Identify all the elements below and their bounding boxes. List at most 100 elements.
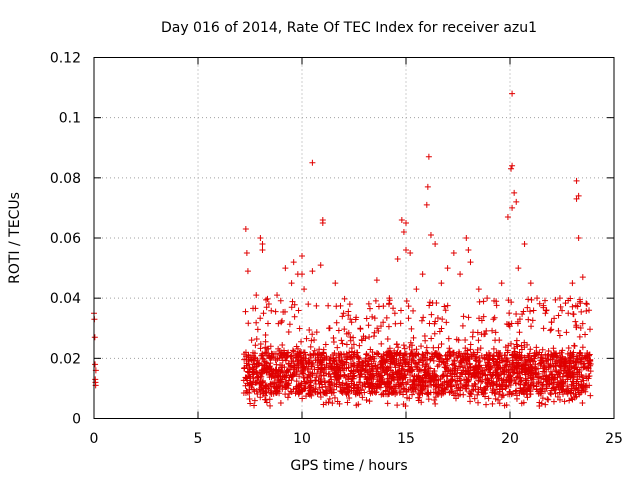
data-point [309,268,316,275]
data-point [484,295,491,302]
data-point [506,321,513,328]
data-point [453,352,460,359]
data-point [585,365,592,372]
data-point [285,349,292,356]
data-point [321,354,328,361]
data-point [540,363,547,370]
data-point [416,391,423,398]
data-point [345,376,352,383]
data-point [418,367,425,374]
data-point [513,387,520,394]
data-point [476,298,483,305]
data-point [353,314,360,321]
data-point [386,386,393,393]
data-point [397,359,404,366]
data-point [269,370,276,377]
data-point [552,296,559,303]
data-point [424,183,431,190]
data-point [471,364,478,371]
data-point [459,322,466,329]
data-point [475,399,482,406]
data-point [319,216,326,223]
data-point [288,280,295,287]
data-point [545,396,552,403]
data-point [291,301,298,308]
data-point [535,378,542,385]
data-point [556,373,563,380]
data-point [403,219,409,226]
data-point [570,353,577,360]
data-point [369,313,376,320]
x-tick-labels: 0 5 10 15 20 25 [90,431,623,447]
data-point [519,365,526,372]
data-point [365,352,372,359]
data-point [565,367,572,374]
data-point [290,348,297,355]
data-point [536,399,543,406]
data-point [246,364,253,371]
data-point [506,310,513,317]
data-point [505,297,512,304]
data-point [565,358,572,365]
data-point [264,364,271,371]
data-point [428,335,435,342]
data-point [343,359,350,366]
data-point [552,360,559,367]
data-point [251,402,258,409]
data-point [432,318,439,325]
data-point [550,349,557,356]
data-point [331,394,338,401]
data-point [570,310,577,317]
data-point [242,225,249,232]
data-point [434,363,441,370]
data-point [507,363,514,370]
data-point [345,364,352,371]
data-point [327,354,334,361]
data-point [334,344,341,351]
data-point [467,390,474,397]
data-point [534,295,541,302]
data-point [432,386,439,393]
data-point [253,292,260,299]
data-point [578,378,585,385]
data-point [533,350,540,357]
data-point [265,301,272,308]
data-point [543,307,550,314]
data-point [514,366,521,373]
y-axis-label: ROTI / TECUs [7,192,23,284]
data-point [356,358,363,365]
data-point [568,363,575,370]
data-point [346,384,353,391]
data-point [253,319,260,326]
x-tick-label: 0 [90,431,99,447]
data-point [375,303,382,310]
data-point [465,247,472,254]
data-point [389,353,396,360]
data-point [363,397,370,404]
data-point [278,349,285,356]
data-point [317,262,324,269]
x-tick-label: 25 [605,431,623,447]
data-point [550,398,557,405]
data-point [412,385,419,392]
data-point [250,378,257,385]
data-point [341,326,348,333]
data-point [259,247,266,254]
y-tick-label: 0.02 [50,351,81,367]
data-point [377,323,384,330]
data-point [467,398,474,405]
data-point [375,327,382,334]
data-point [353,362,360,369]
data-point [370,333,377,340]
data-point [309,159,316,166]
data-point [539,386,546,393]
data-point [313,302,320,309]
data-point [403,389,410,396]
data-point [346,301,353,308]
data-point [492,389,499,396]
data-point [465,314,472,321]
data-point [266,396,273,403]
data-point [461,362,468,369]
data-point [495,391,502,398]
data-point [444,372,451,379]
